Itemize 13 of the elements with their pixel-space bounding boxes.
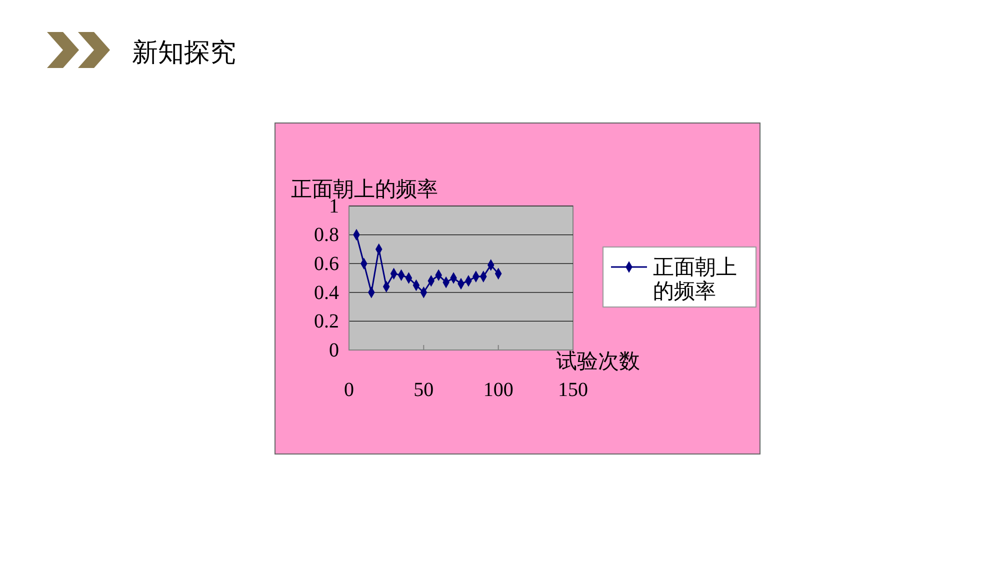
y-tick-label: 1 <box>329 195 339 218</box>
y-tick-label: 0.6 <box>314 253 339 275</box>
y-tick-label: 0.4 <box>314 282 339 304</box>
x-axis-title: 试验次数 <box>556 349 640 373</box>
chart-title: 新知探究 <box>132 38 236 68</box>
legend-label: 正面朝上的频率 <box>653 255 737 303</box>
y-tick-label: 0 <box>329 339 339 362</box>
y-tick-label: 0.2 <box>314 310 339 333</box>
x-tick-label: 0 <box>344 379 354 402</box>
x-tick-label: 100 <box>483 379 514 402</box>
x-tick-label: 50 <box>414 379 434 402</box>
x-tick-label: 150 <box>558 379 588 402</box>
y-tick-label: 0.8 <box>314 224 339 246</box>
